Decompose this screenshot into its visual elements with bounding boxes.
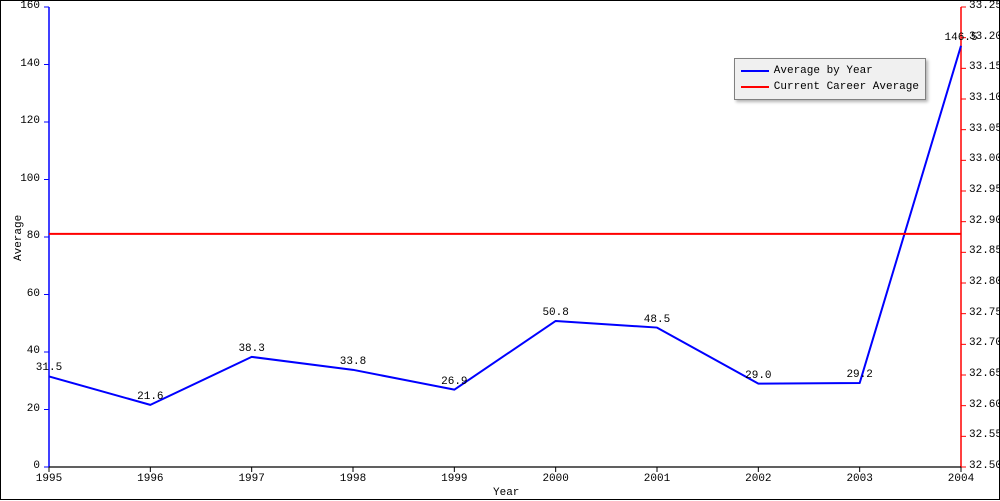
y-right-tick-label: 32.90 <box>969 215 1000 227</box>
x-axis-label: Year <box>493 487 519 499</box>
y-right-tick-label: 32.60 <box>969 399 1000 411</box>
data-point-label: 29.0 <box>745 370 771 382</box>
y-right-tick-label: 33.10 <box>969 92 1000 104</box>
x-tick-label: 1999 <box>441 473 467 485</box>
legend-label: Current Career Average <box>774 81 919 93</box>
data-point-label: 21.6 <box>137 391 163 403</box>
data-point-label: 31.5 <box>36 362 62 374</box>
legend-item: Average by Year <box>741 63 919 79</box>
y-left-tick-label: 140 <box>20 58 40 70</box>
legend-item: Current Career Average <box>741 79 919 95</box>
y-right-tick-label: 32.85 <box>969 245 1000 257</box>
y-left-tick-label: 160 <box>20 0 40 12</box>
data-point-label: 38.3 <box>238 343 264 355</box>
y-right-tick-label: 33.00 <box>969 153 1000 165</box>
y-right-tick-label: 32.80 <box>969 276 1000 288</box>
y-right-tick-label: 32.55 <box>969 429 1000 441</box>
x-tick-label: 2004 <box>948 473 974 485</box>
y-left-tick-label: 20 <box>27 403 40 415</box>
legend-swatch <box>741 86 769 88</box>
data-point-label: 26.9 <box>441 376 467 388</box>
data-point-label: 50.8 <box>542 307 568 319</box>
y-right-tick-label: 32.65 <box>969 368 1000 380</box>
legend-swatch <box>741 70 769 72</box>
y-left-tick-label: 80 <box>27 230 40 242</box>
x-tick-label: 2002 <box>745 473 771 485</box>
x-tick-label: 2000 <box>542 473 568 485</box>
y-right-tick-label: 32.70 <box>969 337 1000 349</box>
y-left-tick-label: 40 <box>27 345 40 357</box>
legend: Average by Year Current Career Average <box>734 58 926 100</box>
data-point-label: 48.5 <box>644 314 670 326</box>
y-right-tick-label: 33.25 <box>969 0 1000 12</box>
x-tick-label: 1997 <box>238 473 264 485</box>
x-tick-label: 1995 <box>36 473 62 485</box>
y-right-tick-label: 32.75 <box>969 307 1000 319</box>
data-point-label: 33.8 <box>340 356 366 368</box>
x-tick-label: 2003 <box>846 473 872 485</box>
y-left-tick-label: 60 <box>27 288 40 300</box>
y-left-tick-label: 120 <box>20 115 40 127</box>
y-right-tick-label: 32.50 <box>969 460 1000 472</box>
chart-container: Average Year Average by Year Current Care… <box>0 0 1000 500</box>
y-left-tick-label: 0 <box>33 460 40 472</box>
y-left-tick-label: 100 <box>20 173 40 185</box>
y-axis-label: Average <box>13 215 25 261</box>
y-right-tick-label: 32.95 <box>969 184 1000 196</box>
data-point-label: 146.5 <box>944 32 977 44</box>
x-tick-label: 2001 <box>644 473 670 485</box>
x-tick-label: 1996 <box>137 473 163 485</box>
y-right-tick-label: 33.15 <box>969 61 1000 73</box>
legend-label: Average by Year <box>774 65 873 77</box>
y-right-tick-label: 33.05 <box>969 123 1000 135</box>
x-tick-label: 1998 <box>340 473 366 485</box>
data-point-label: 29.2 <box>846 369 872 381</box>
